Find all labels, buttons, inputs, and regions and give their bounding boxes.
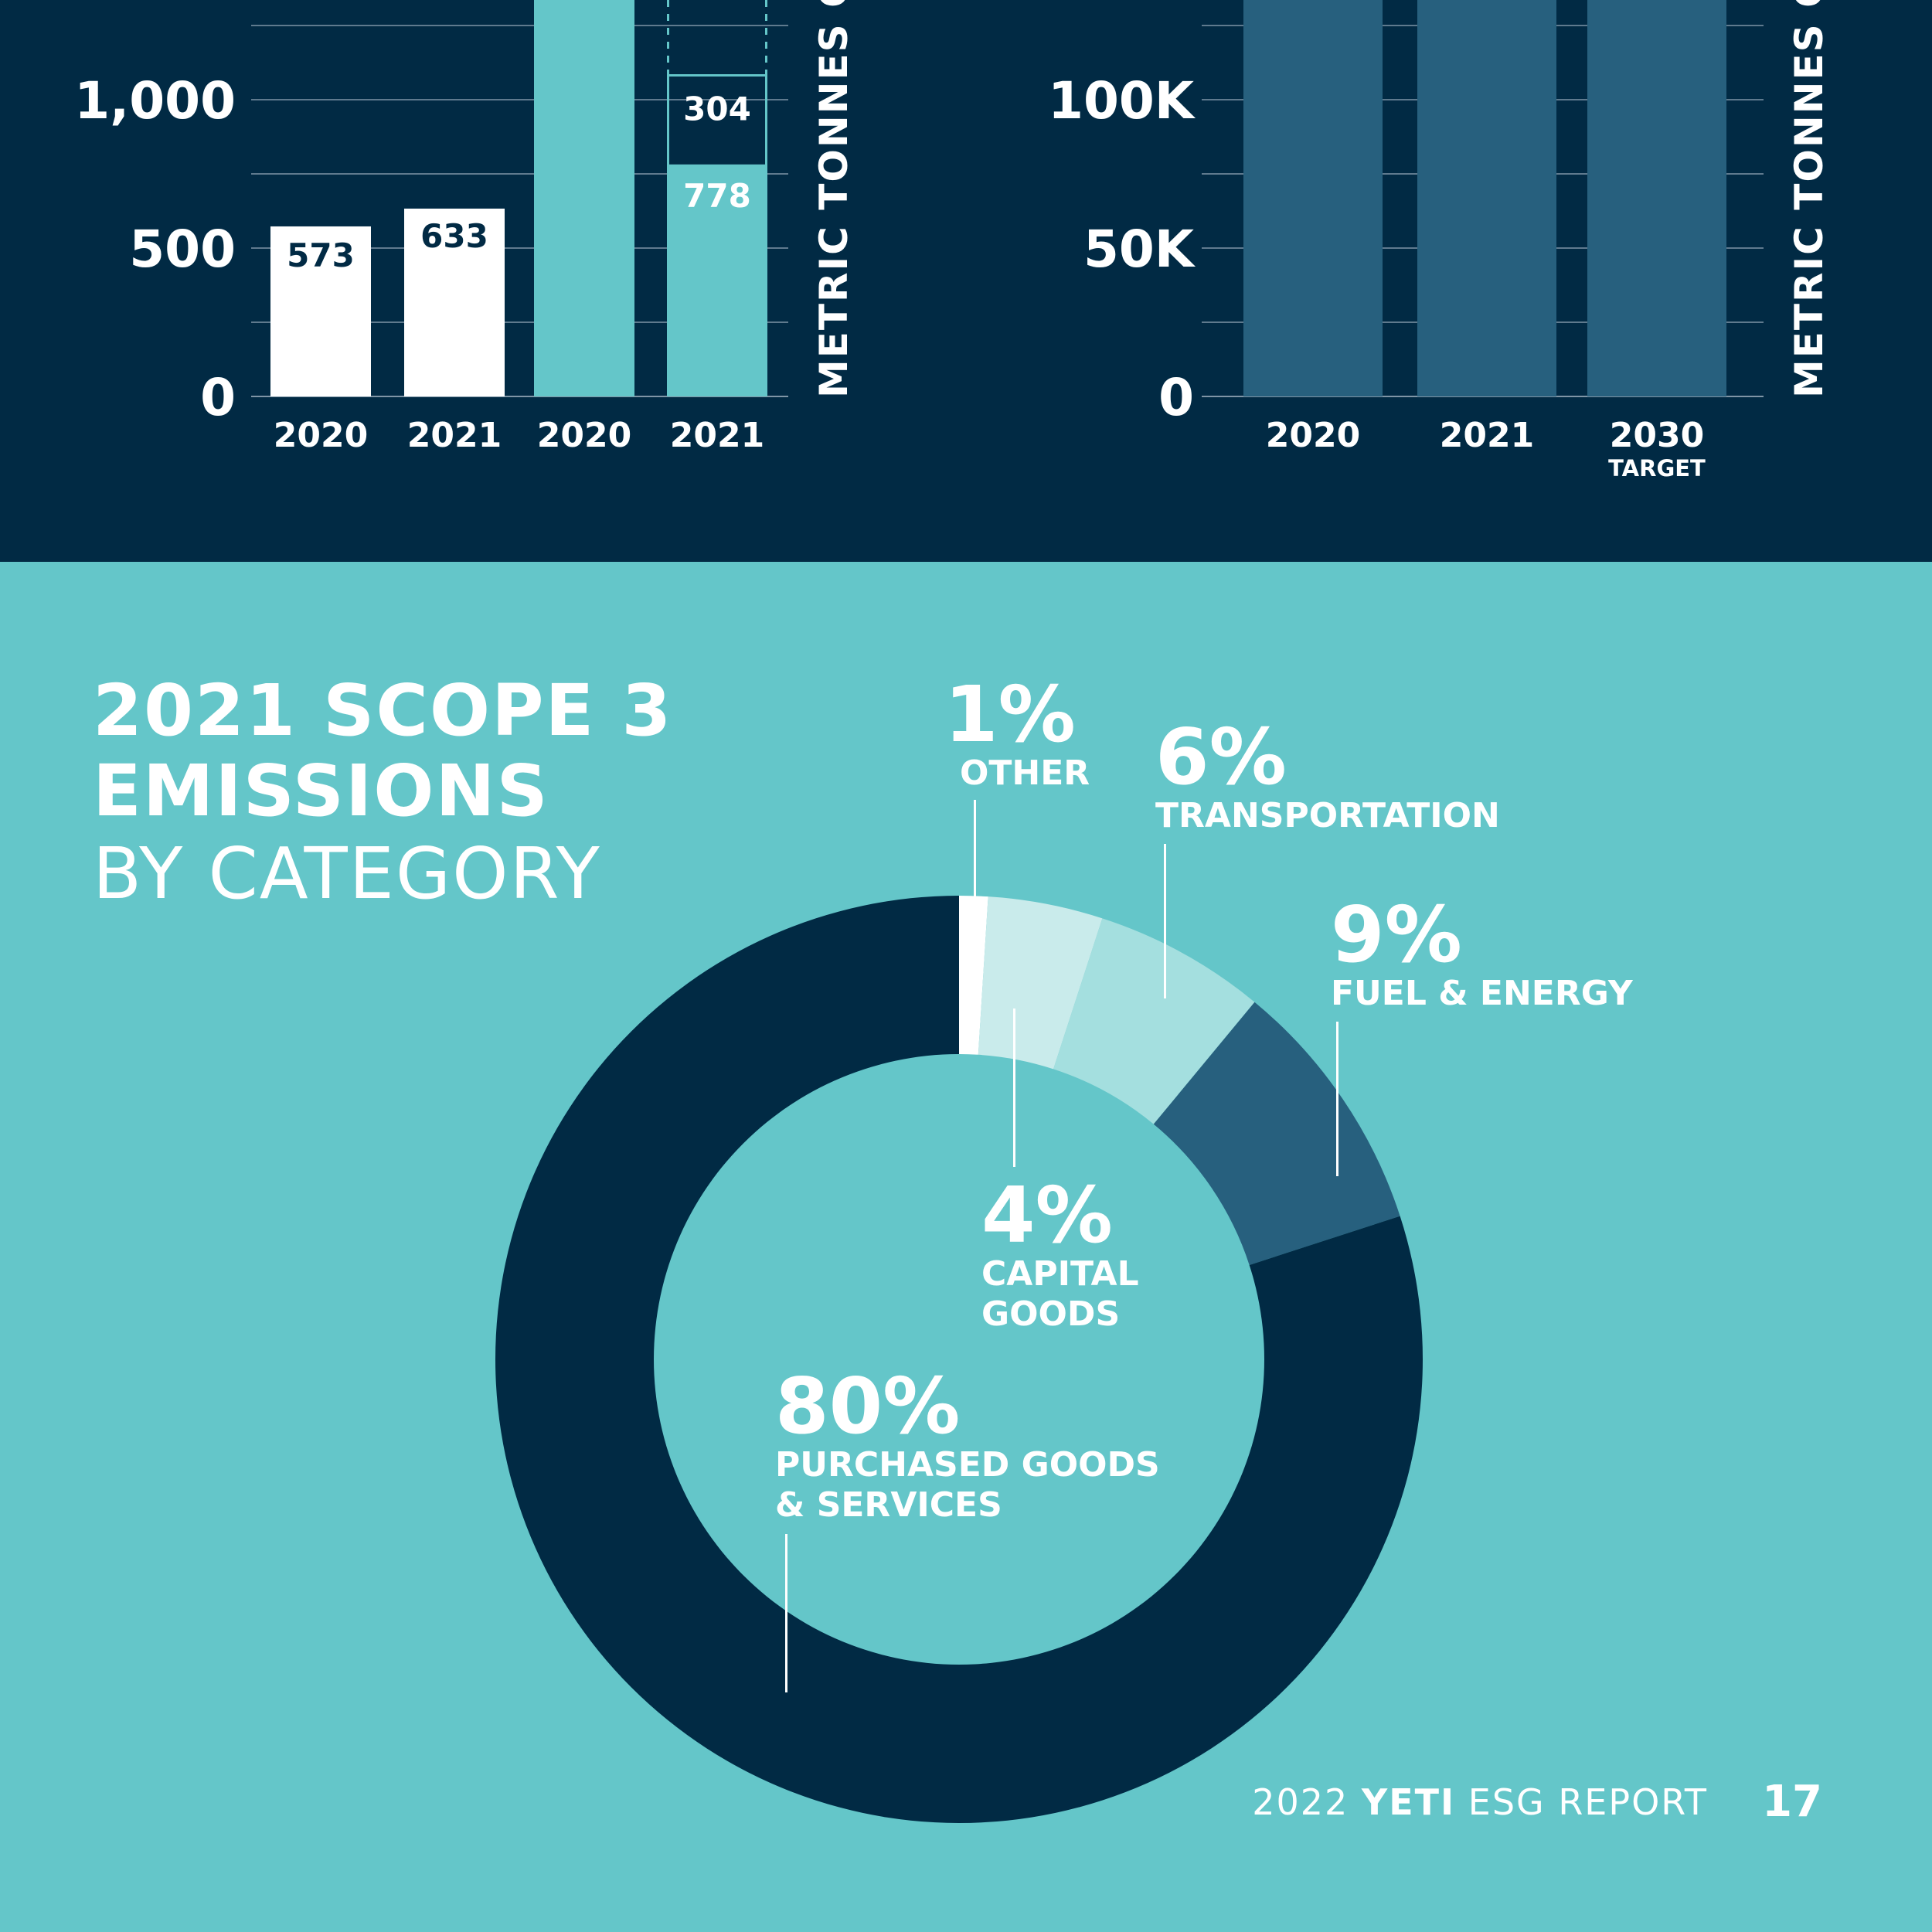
chart-left-x-tick-label: 2020 xyxy=(537,416,631,455)
callout-transportation-value: 6% xyxy=(1155,712,1287,802)
callout-transportation-label: TRANSPORTATION xyxy=(1155,796,1500,835)
callout-other-label: OTHER xyxy=(960,753,1090,793)
leader-line-other xyxy=(974,800,976,900)
footer-year: 2022 xyxy=(1252,1781,1349,1823)
chart-right-bar xyxy=(1417,0,1556,396)
callout-capital-goods: 4% CAPITAL GOODS xyxy=(981,1177,1167,1335)
chart-right-bar xyxy=(1243,0,1383,396)
chart-left-x-tick-label: 2020 xyxy=(274,416,368,455)
donut-slice xyxy=(1053,918,1255,1124)
callout-fuel-energy-value: 9% xyxy=(1331,889,1462,980)
callout-capital-goods-label: CAPITAL GOODS xyxy=(981,1254,1139,1334)
footer-brand: YETI xyxy=(1361,1781,1456,1823)
chart-right-y-axis-label: METRIC TONNES OF xyxy=(1787,0,1832,398)
footer-report-title: 2022 YETI ESG REPORT xyxy=(1252,1781,1708,1823)
chart-left-bar-segment xyxy=(667,165,767,397)
leader-line-purchased-goods xyxy=(785,1534,787,1692)
leader-line-capital-goods xyxy=(1013,1009,1015,1167)
callout-fuel-energy: 9% FUEL & ENERGY xyxy=(1331,896,1633,1014)
callout-purchased-goods-label: PURCHASED GOODS & SERVICES xyxy=(775,1445,1160,1525)
page-title: 2021 SCOPE 3 EMISSIONS BY CATEGORY xyxy=(93,671,672,917)
chart-left-bar-data-label: 573 xyxy=(287,236,355,274)
leader-line-transportation xyxy=(1164,844,1166,998)
chart-left-bar-data-label: 304 xyxy=(683,90,751,128)
callout-other: 1% OTHER xyxy=(944,676,1090,794)
callout-fuel-energy-label: FUEL & ENERGY xyxy=(1331,974,1633,1013)
chart-left-x-labels: 2020 2021 2020 2021 xyxy=(274,416,764,455)
donut-slice xyxy=(959,896,988,1055)
chart-left-bar-data-label: 633 xyxy=(420,217,488,255)
chart-right-x-tick-label: 2030 xyxy=(1610,416,1704,455)
chart-left-y-tick-label: 0 xyxy=(200,368,236,427)
chart-left-x-tick-label: 2021 xyxy=(670,416,764,455)
footer-report-name: ESG REPORT xyxy=(1468,1781,1708,1823)
chart-right-bar xyxy=(1587,0,1726,396)
chart-left-y-tick-label: 1,000 xyxy=(74,71,236,131)
chart-left-bar-data-label: 778 xyxy=(683,177,751,215)
page-footer: 2022 YETI ESG REPORT 17 xyxy=(0,1777,1932,1828)
chart-right-x-tick-label: 2021 xyxy=(1440,416,1534,455)
callout-purchased-goods: 80% PURCHASED GOODS & SERVICES xyxy=(775,1368,1162,1526)
callout-other-value: 1% xyxy=(944,669,1076,760)
leader-line-fuel-energy xyxy=(1336,1022,1338,1176)
title-line-2: EMISSIONS xyxy=(93,750,549,832)
callout-transportation: 6% TRANSPORTATION xyxy=(1155,719,1500,836)
chart-left-y-tick-label: 500 xyxy=(129,219,236,279)
chart-left-bar xyxy=(534,0,634,396)
donut-slice xyxy=(495,896,1423,1823)
title-line-3: BY CATEGORY xyxy=(93,832,601,915)
chart-left-bars: 573 633 778 304 xyxy=(270,0,767,397)
title-line-1: 2021 SCOPE 3 xyxy=(93,669,673,752)
chart-left-y-ticks: 0 500 1,000 xyxy=(74,71,236,427)
callout-purchased-goods-value: 80% xyxy=(775,1361,961,1451)
chart-left-bar-segment-outline xyxy=(667,74,767,167)
chart-left-y-axis-label: METRIC TONNES OF xyxy=(811,0,856,398)
donut-slice xyxy=(1153,1002,1400,1265)
chart-right-y-tick-label: 50K xyxy=(1083,219,1196,279)
page-number: 17 xyxy=(1762,1777,1822,1827)
chart-left-bar xyxy=(404,208,505,396)
donut-chart xyxy=(495,896,1423,1823)
callout-capital-goods-value: 4% xyxy=(981,1170,1113,1260)
chart-right-y-tick-label: 100K xyxy=(1048,71,1196,131)
chart-right-y-tick-label: 0 xyxy=(1158,368,1194,427)
chart-left-x-tick-label: 2021 xyxy=(407,416,502,455)
chart-right-x-tick-sublabel: TARGET xyxy=(1608,455,1706,481)
donut-slice xyxy=(978,896,1103,1070)
chart-left-bar xyxy=(270,226,371,396)
chart-right-y-ticks: 0 50K 100K xyxy=(1048,71,1196,427)
chart-right-x-tick-label: 2020 xyxy=(1266,416,1360,455)
chart-right-bars xyxy=(1243,0,1726,396)
